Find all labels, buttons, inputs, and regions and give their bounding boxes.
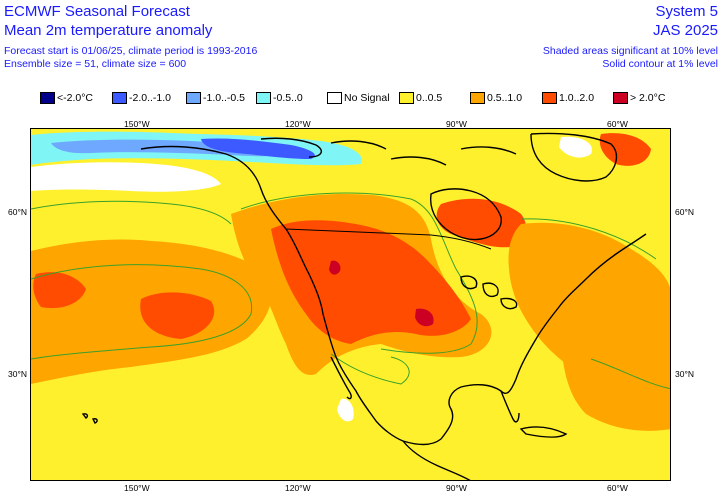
anomaly-region-land (436, 198, 527, 248)
system-label: System 5 (655, 3, 718, 20)
anomaly-region-ocean (33, 272, 86, 309)
legend-item: 0..0.5 (399, 92, 442, 104)
legend-label: <-2.0°C (57, 92, 94, 104)
legend-label: -2.0..-1.0 (129, 92, 172, 104)
anomaly-region-land (329, 260, 341, 275)
legend: <-2.0°C -2.0..-1.0 -1.0..-0.5 -0.5..0 No… (40, 92, 700, 108)
legend-item: -0.5..0 (256, 92, 303, 104)
legend-label: > 2.0°C (630, 92, 666, 104)
lat-label-left: 60°N (8, 207, 27, 217)
legend-swatch (40, 92, 55, 104)
lon-label-top: 90°W (446, 119, 467, 129)
lon-label-top: 150°W (124, 119, 150, 129)
anomaly-region-arctic (201, 138, 315, 159)
legend-item: 1.0..2.0 (542, 92, 594, 104)
legend-swatch (186, 92, 201, 104)
ensemble-info: Ensemble size = 51, climate size = 600 (4, 58, 187, 70)
legend-item: <-2.0°C (40, 92, 93, 104)
lat-label-left: 30°N (8, 369, 27, 379)
legend-swatch (542, 92, 557, 104)
legend-swatch (470, 92, 485, 104)
coastlines (81, 132, 647, 480)
legend-swatch (399, 92, 414, 104)
legend-label: No Signal (344, 92, 390, 104)
legend-label: -1.0..-0.5 (203, 92, 246, 104)
legend-swatch (613, 92, 628, 104)
no-signal-region (31, 162, 221, 192)
anomaly-region-ocean (561, 326, 670, 431)
significance-note: Shaded areas significant at 10% level (542, 45, 718, 57)
lat-label-right: 30°N (675, 369, 694, 379)
political-border (285, 228, 492, 250)
no-signal-region (559, 136, 592, 158)
legend-item: -2.0..-1.0 (112, 92, 171, 104)
anomaly-region-ocean (599, 133, 651, 166)
variable-title: Mean 2m temperature anomaly (4, 22, 213, 39)
forecast-title: ECMWF Seasonal Forecast (4, 3, 190, 20)
anomaly-region-land (415, 308, 434, 327)
lon-label-bottom: 60°W (607, 483, 628, 493)
anomaly-region-ocean (140, 292, 215, 339)
legend-item: 0.5..1.0 (470, 92, 522, 104)
map-canvas (31, 129, 670, 480)
legend-label: -0.5..0 (273, 92, 303, 104)
legend-swatch (327, 92, 342, 104)
no-signal-region (337, 398, 354, 422)
lat-label-right: 60°N (675, 207, 694, 217)
contour-note: Solid contour at 1% level (602, 58, 718, 70)
legend-label: 1.0..2.0 (559, 92, 595, 104)
lon-label-bottom: 150°W (124, 483, 150, 493)
legend-item: No Signal (327, 92, 390, 104)
anomaly-map (30, 128, 671, 481)
legend-label: 0..0.5 (416, 92, 443, 104)
season-label: JAS 2025 (652, 22, 718, 39)
legend-item: > 2.0°C (613, 92, 665, 104)
lon-label-bottom: 90°W (446, 483, 467, 493)
legend-swatch (256, 92, 271, 104)
legend-label: 0.5..1.0 (487, 92, 523, 104)
legend-swatch (112, 92, 127, 104)
forecast-start-info: Forecast start is 01/06/25, climate peri… (4, 45, 258, 57)
lon-label-top: 60°W (607, 119, 628, 129)
lon-label-bottom: 120°W (285, 483, 311, 493)
significance-contours (31, 192, 670, 390)
lon-label-top: 120°W (285, 119, 311, 129)
legend-item: -1.0..-0.5 (186, 92, 245, 104)
